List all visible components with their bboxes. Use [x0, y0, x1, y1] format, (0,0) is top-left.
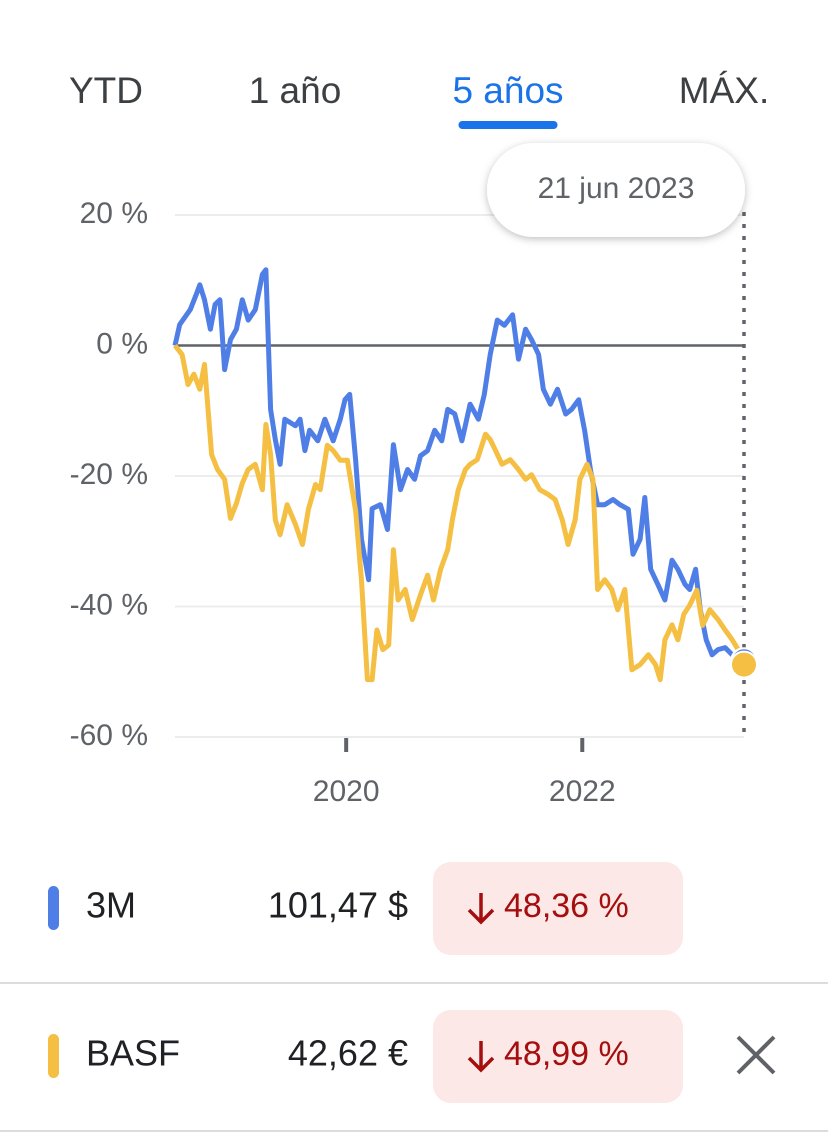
change-value: 48,36 % — [504, 887, 629, 925]
y-tick-label: -20 % — [70, 458, 148, 491]
lines — [172, 267, 747, 683]
tab-label[interactable]: 5 años — [452, 70, 563, 111]
tab[interactable]: 5 años — [452, 70, 564, 129]
tab-label[interactable]: YTD — [69, 70, 143, 111]
tooltip-date: 21 jun 2023 — [538, 172, 695, 205]
tab-label[interactable]: 1 año — [249, 70, 342, 111]
tab[interactable]: 1 año — [249, 70, 342, 111]
close-icon[interactable] — [736, 1035, 776, 1075]
legend-row: 3M 101,47 $ 48,36 % — [48, 862, 683, 955]
series-line — [172, 267, 745, 664]
change-badge — [433, 1010, 683, 1103]
series-line — [173, 343, 747, 683]
range-tabs: YTD 1 año 5 años MÁX. — [69, 70, 769, 129]
end-dots — [730, 647, 758, 679]
down-arrow — [467, 893, 495, 925]
x-tick-label: 2020 — [313, 775, 380, 808]
tab-indicator[interactable] — [458, 121, 558, 129]
legend-swatch — [48, 886, 59, 930]
legend-swatch — [48, 1034, 59, 1078]
legend-row: BASF 42,62 € 48,99 % — [48, 1010, 683, 1103]
stock-price: 101,47 $ — [268, 885, 408, 926]
tab[interactable]: YTD — [69, 70, 143, 111]
stock-price: 42,62 € — [288, 1033, 408, 1074]
down-arrow — [467, 1041, 495, 1073]
end-dot — [730, 650, 758, 679]
x-tick-label: 2022 — [549, 775, 616, 808]
remove-button[interactable] — [736, 1035, 776, 1075]
stock-name: BASF — [86, 1033, 180, 1074]
legend: 3M 101,47 $ 48,36 % BASF 42,62 € 48,99 % — [48, 862, 683, 1103]
tab[interactable]: MÁX. — [679, 70, 769, 111]
tooltip — [487, 143, 745, 237]
tab-label[interactable]: MÁX. — [679, 70, 769, 111]
stock-name: 3M — [86, 885, 136, 926]
y-tick-label: 0 % — [96, 327, 148, 360]
change-value: 48,99 % — [504, 1035, 629, 1073]
y-tick-label: -60 % — [70, 719, 148, 752]
y-tick-label: 20 % — [80, 197, 148, 230]
y-tick-label: -40 % — [70, 588, 148, 621]
chart: 20 % 0 % -20 % -40 % -60 % 2020 2022 21 jun 20… — [70, 143, 758, 808]
change-badge — [433, 862, 683, 955]
